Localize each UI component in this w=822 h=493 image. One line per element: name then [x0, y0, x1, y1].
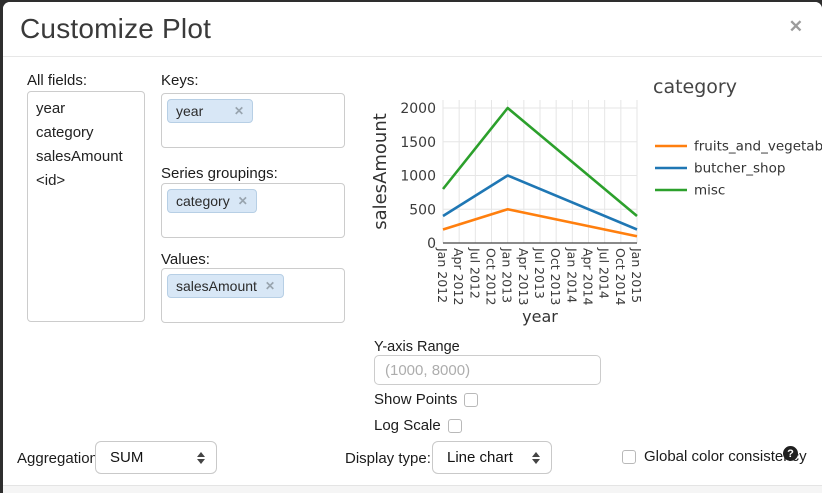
y-axis-title: salesAmount: [370, 113, 391, 230]
y-tick-label: 2000: [400, 101, 436, 117]
legend-title: category: [653, 76, 737, 98]
remove-tag-icon[interactable]: ✕: [264, 279, 275, 293]
remove-tag-icon[interactable]: ✕: [237, 194, 248, 208]
dialog-header: Customize Plot ✕: [3, 2, 822, 57]
keys-label: Keys:: [161, 72, 199, 89]
x-tick-label: Jan 2012: [435, 247, 450, 303]
series-line: [441, 106, 638, 217]
values-label: Values:: [161, 251, 210, 268]
y-tick-label: 1500: [400, 135, 436, 151]
field-list-item[interactable]: category: [36, 124, 94, 141]
field-tag-label: salesAmount: [176, 278, 257, 294]
x-axis-title: year: [522, 307, 558, 326]
x-tick-label: Jul 2012: [467, 247, 482, 299]
series-line: [442, 207, 638, 238]
y-tick-label: 0: [427, 236, 436, 252]
x-tick-label: Oct 2012: [484, 248, 499, 305]
legend-label: butcher_shop: [694, 161, 785, 177]
display-type-label: Display type:: [345, 450, 431, 467]
field-tag-label: year: [176, 103, 204, 119]
x-tick-label: Jan 2014: [564, 247, 579, 303]
aggregation-value: SUM: [110, 449, 144, 466]
x-tick-label: Jul 2014: [597, 247, 612, 299]
log-scale-label: Log Scale: [374, 417, 441, 434]
y-tick-label: 1000: [400, 169, 436, 185]
close-icon[interactable]: ✕: [788, 17, 803, 36]
global-color-checkbox[interactable]: [622, 449, 636, 464]
help-icon[interactable]: ?: [783, 446, 798, 461]
aggregation-label: Aggregation:: [17, 450, 103, 467]
x-tick-label: Oct 2013: [548, 248, 563, 305]
legend-label: fruits_and_vegetable: [694, 139, 822, 155]
log-scale-row: Log Scale: [374, 417, 462, 434]
x-tick-label: Apr 2013: [516, 248, 531, 305]
all-fields-list[interactable]: year category salesAmount <id>: [27, 91, 145, 322]
y-axis-range-input[interactable]: [374, 355, 601, 385]
show-points-label: Show Points: [374, 391, 458, 408]
all-fields-label: All fields:: [27, 72, 88, 89]
series-groupings-label: Series groupings:: [161, 165, 278, 182]
field-tag-label: category: [176, 193, 230, 209]
field-tag[interactable]: salesAmount ✕: [167, 274, 284, 298]
global-color-label: Global color consistency: [644, 448, 807, 465]
global-color-row: Global color consistency: [622, 448, 807, 465]
field-tag[interactable]: category ✕: [167, 189, 257, 213]
plot-preview-chart: Jan 2012 Apr 2012 Jul 2012 Oct 2012 Jan 2013…: [370, 76, 822, 326]
customize-plot-dialog: Customize Plot ✕ All fields: year categor…: [3, 2, 822, 493]
y-tick-label: 500: [409, 202, 436, 218]
dialog-footer: [3, 485, 822, 493]
select-stepper-icon: [532, 451, 540, 464]
y-axis-range-label: Y-axis Range: [374, 339, 460, 355]
x-tick-label: Apr 2014: [581, 248, 596, 305]
x-tick-label: Jan 2013: [500, 247, 515, 303]
x-tick-label: Jan 2015: [629, 247, 644, 303]
values-dropzone[interactable]: salesAmount ✕: [161, 268, 345, 323]
field-tag[interactable]: year ✕: [167, 99, 253, 123]
log-scale-checkbox[interactable]: [447, 418, 462, 433]
keys-dropzone[interactable]: year ✕: [161, 93, 345, 148]
page-title: Customize Plot: [20, 13, 212, 44]
x-tick-label: Oct 2014: [613, 248, 628, 305]
series-groupings-dropzone[interactable]: category ✕: [161, 183, 345, 238]
field-list-item[interactable]: year: [36, 100, 66, 117]
display-type-value: Line chart: [447, 449, 513, 466]
legend-label: misc: [694, 183, 725, 199]
aggregation-select[interactable]: SUM: [95, 441, 217, 474]
x-tick-label: Apr 2012: [451, 248, 466, 305]
field-list-item[interactable]: <id>: [36, 172, 66, 189]
x-tick-label: Jul 2013: [532, 247, 547, 299]
show-points-checkbox[interactable]: [464, 392, 479, 407]
series-line: [442, 174, 638, 231]
remove-tag-icon[interactable]: ✕: [233, 104, 244, 118]
display-type-select[interactable]: Line chart: [432, 441, 552, 474]
select-stepper-icon: [197, 451, 205, 464]
show-points-row: Show Points: [374, 391, 479, 408]
field-list-item[interactable]: salesAmount: [36, 148, 123, 165]
